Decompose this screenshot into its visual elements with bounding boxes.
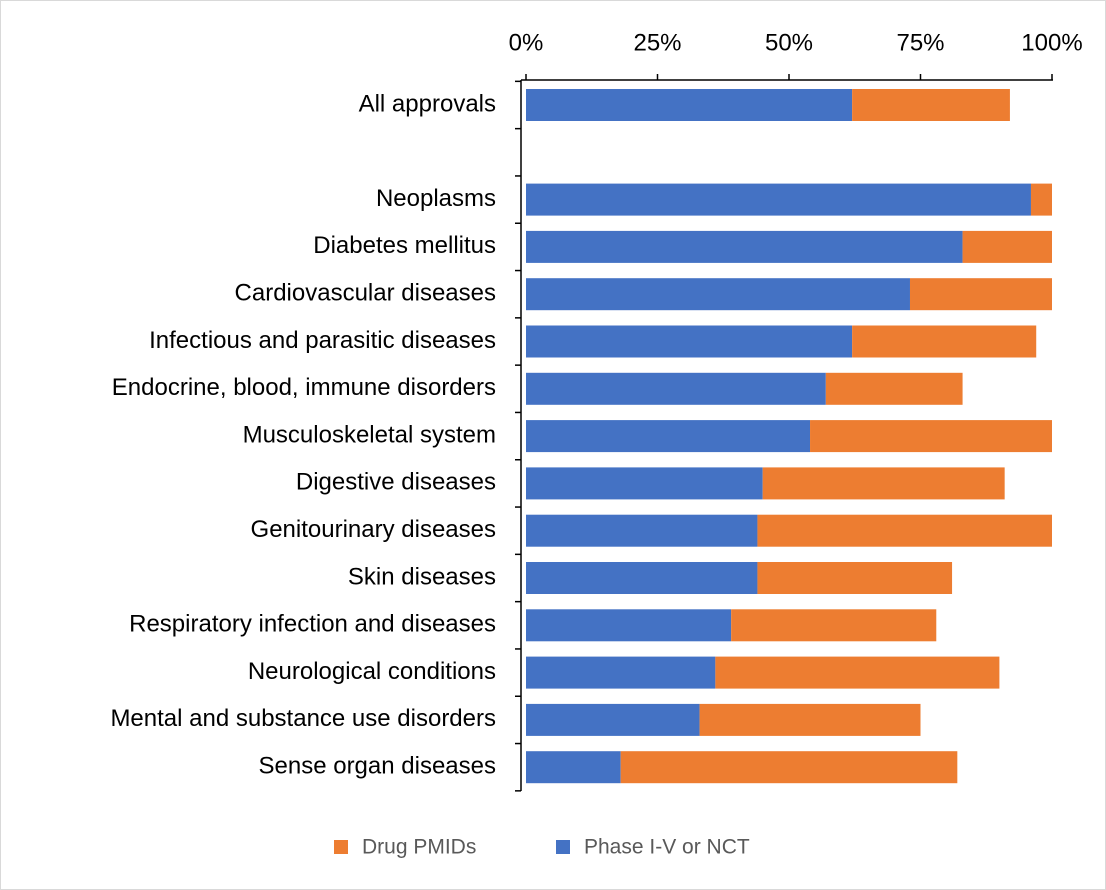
bar-segment — [526, 562, 758, 594]
legend-swatch — [556, 840, 570, 854]
category-label: Cardiovascular diseases — [235, 280, 496, 307]
category-label: Skin diseases — [348, 563, 496, 590]
bar-segment — [852, 325, 1037, 358]
bar-segment — [962, 230, 1052, 263]
bar-segment — [526, 420, 811, 453]
bar-segment — [731, 609, 937, 642]
bar-segment — [526, 278, 910, 311]
bar-segment — [757, 514, 1052, 547]
category-label: Infectious and parasitic diseases — [149, 327, 496, 354]
bar-segment — [526, 372, 826, 405]
bar-segment — [526, 325, 853, 358]
legend-label: Drug PMIDs — [362, 836, 476, 859]
x-tick-label: 100% — [1021, 29, 1082, 56]
category-label: Mental and substance use disorders — [110, 705, 496, 732]
category-label: Neoplasms — [376, 185, 496, 212]
bar-segment — [526, 609, 732, 642]
category-label: Diabetes mellitus — [313, 232, 496, 259]
category-label: Musculoskeletal system — [243, 421, 496, 448]
bar-segment — [526, 467, 763, 500]
bar-segment — [757, 562, 953, 594]
category-label: Neurological conditions — [248, 658, 496, 685]
category-label: Endocrine, blood, immune disorders — [112, 374, 496, 401]
x-tick-label: 25% — [633, 29, 681, 56]
bar-segment — [526, 183, 1031, 216]
bar-segment — [909, 278, 1052, 311]
category-label: Respiratory infection and diseases — [129, 611, 496, 638]
category-label: Digestive diseases — [296, 469, 496, 496]
bar-segment — [526, 751, 621, 784]
bar-segment — [762, 467, 1005, 500]
category-label: Genitourinary diseases — [251, 516, 496, 543]
bar-segment — [526, 703, 700, 736]
bar-segment — [526, 89, 853, 121]
bar-segment — [620, 751, 958, 784]
bar-segment — [526, 514, 758, 547]
bar-segment — [810, 420, 1052, 453]
bar-segment — [852, 89, 1010, 121]
bar-segment — [715, 656, 1000, 689]
legend-label: Phase I-V or NCT — [584, 836, 750, 859]
category-label: All approvals — [359, 90, 496, 117]
bar-segment — [825, 372, 963, 405]
bar-segment — [526, 230, 963, 263]
bar-segment — [699, 703, 921, 736]
category-label: Sense organ diseases — [259, 753, 497, 780]
x-tick-label: 50% — [765, 29, 813, 56]
legend-swatch — [334, 840, 348, 854]
x-tick-label: 0% — [509, 29, 544, 56]
x-tick-label: 75% — [896, 29, 944, 56]
bar-segment — [526, 656, 716, 689]
bar-segment — [1030, 183, 1052, 216]
